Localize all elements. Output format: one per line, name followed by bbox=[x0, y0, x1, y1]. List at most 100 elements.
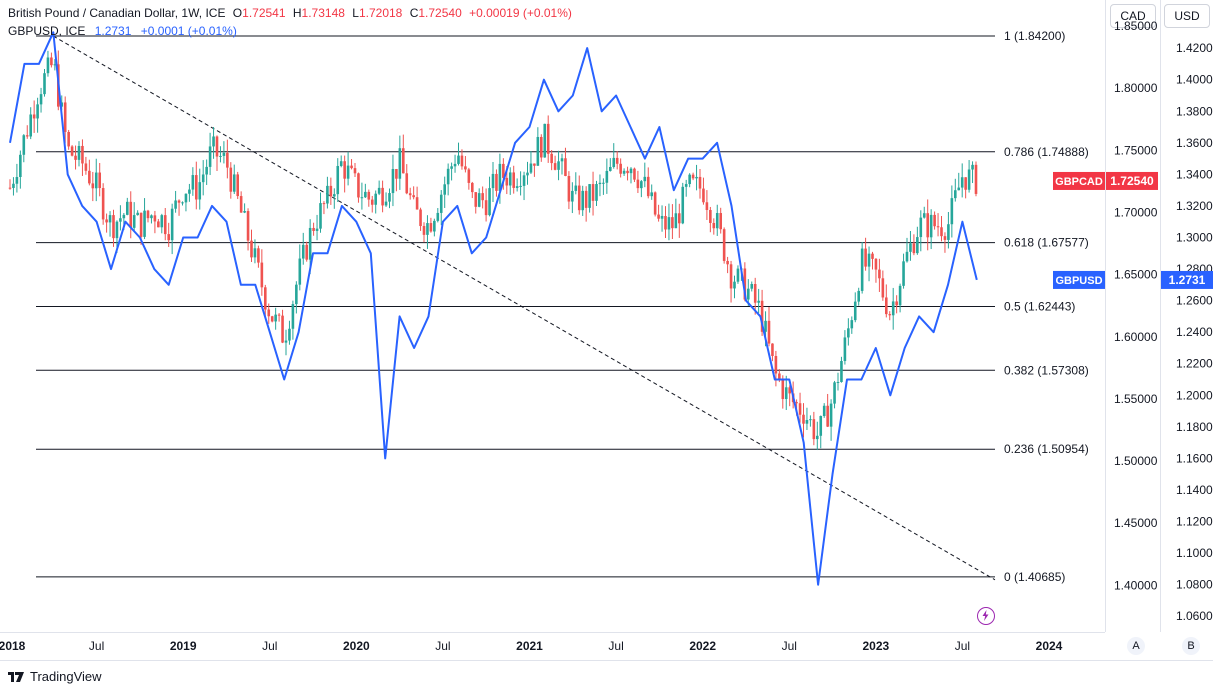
candle-body bbox=[253, 248, 257, 258]
candle-body bbox=[809, 419, 812, 421]
candle-body bbox=[847, 328, 850, 338]
candle-body bbox=[498, 163, 502, 191]
candle-body bbox=[695, 176, 698, 179]
candle-body bbox=[950, 198, 954, 225]
candle-body bbox=[947, 224, 950, 240]
candle-body bbox=[88, 170, 91, 184]
cad-tick-label: 1.85000 bbox=[1114, 19, 1158, 33]
time-axis-svg: 2018 Jul 2019 Jul 2020 Jul 2021 Jul 2022 Jul 2023 J… bbox=[0, 639, 1063, 653]
legend-high: 1.73148 bbox=[301, 6, 345, 20]
candle-body bbox=[67, 131, 70, 147]
scale-b-button[interactable]: B bbox=[1182, 637, 1200, 655]
lightning-icon[interactable] bbox=[977, 607, 995, 625]
candle-body bbox=[122, 214, 126, 219]
candle-body bbox=[436, 212, 440, 221]
candle-body bbox=[757, 300, 760, 303]
candle-body bbox=[477, 193, 481, 207]
candle-body bbox=[22, 135, 26, 155]
candle-body bbox=[205, 166, 208, 175]
candle-body bbox=[681, 186, 685, 224]
usd-tick-label: 1.3000 bbox=[1176, 230, 1213, 244]
candle-body bbox=[98, 172, 101, 189]
candle-body bbox=[550, 153, 553, 164]
candle-body bbox=[729, 264, 733, 289]
candle-body bbox=[15, 176, 19, 184]
candle-body bbox=[664, 215, 667, 230]
legend-symbol-title: British Pound / Canadian Dollar, 1W, ICE bbox=[8, 6, 226, 20]
candle-body bbox=[215, 136, 219, 157]
candle-body bbox=[709, 209, 712, 223]
chart-area[interactable]: 1 (1.84200) 0.786 (1.74888) 0.618 (1.67577… bbox=[0, 0, 1105, 632]
candle-body bbox=[971, 164, 974, 170]
candle-body bbox=[936, 226, 940, 228]
candle-body bbox=[377, 187, 381, 194]
candle-body bbox=[177, 200, 181, 203]
candle-body bbox=[346, 165, 350, 179]
candle-body bbox=[29, 114, 32, 137]
candle-body bbox=[764, 320, 767, 332]
candle-body bbox=[226, 152, 229, 168]
candle-body bbox=[891, 301, 895, 316]
candle-body bbox=[715, 213, 719, 229]
brand[interactable]: TradingView bbox=[8, 669, 102, 684]
candle-body bbox=[374, 193, 377, 205]
candle-body bbox=[591, 184, 595, 201]
candle-body bbox=[671, 217, 674, 229]
candle-body bbox=[412, 195, 415, 198]
candle-body bbox=[898, 285, 902, 306]
candle-body bbox=[491, 173, 495, 189]
candle-body bbox=[643, 176, 647, 182]
candle-body bbox=[60, 102, 64, 107]
candle-body bbox=[626, 170, 629, 174]
candle-body bbox=[460, 155, 464, 167]
candle-body bbox=[574, 185, 578, 191]
candle-body bbox=[94, 172, 98, 189]
candle-body bbox=[422, 226, 426, 235]
legend-c-label: C bbox=[409, 6, 419, 20]
candle-body bbox=[36, 104, 39, 119]
candle-body bbox=[305, 244, 308, 260]
candle-body bbox=[63, 102, 67, 132]
candle-body bbox=[291, 304, 295, 329]
usd-tick-label: 1.4200 bbox=[1176, 41, 1213, 55]
candle-body bbox=[167, 234, 170, 241]
candle-body bbox=[567, 175, 571, 202]
usd-scale-button[interactable]: USD bbox=[1164, 4, 1210, 28]
candle-body bbox=[974, 164, 978, 194]
price-scale-cad[interactable]: CAD 1.85000 1.80000 1.75000 1.70000 1.65000 1… bbox=[1105, 0, 1160, 632]
time-tick-label: 2018 bbox=[0, 639, 26, 653]
candle-body bbox=[353, 168, 357, 174]
candle-body bbox=[826, 405, 829, 427]
candle-body bbox=[805, 420, 809, 424]
candle-body bbox=[146, 210, 150, 219]
candle-body bbox=[384, 201, 388, 206]
price-scale-usd[interactable]: USD 1.4200 1.4000 1.3800 1.3600 1.3400 1.3200… bbox=[1160, 0, 1213, 632]
chart-svg[interactable]: 1 (1.84200) 0.786 (1.74888) 0.618 (1.67577… bbox=[0, 0, 1105, 632]
candle-body bbox=[336, 165, 340, 195]
candle-body bbox=[646, 176, 650, 197]
candle-body bbox=[833, 382, 836, 404]
candle-body bbox=[753, 284, 757, 303]
usd-tick-label: 1.2200 bbox=[1176, 357, 1213, 371]
cad-scale-button[interactable]: CAD bbox=[1110, 4, 1156, 28]
candle-body bbox=[829, 403, 833, 427]
candle-body bbox=[274, 314, 277, 322]
candle-body bbox=[629, 168, 633, 174]
candle-body bbox=[188, 189, 191, 194]
candle-body bbox=[250, 240, 253, 258]
candle-body bbox=[236, 174, 239, 197]
candle-body bbox=[933, 214, 936, 227]
auto-scale-button[interactable]: A bbox=[1127, 637, 1145, 655]
time-axis[interactable]: 2018 Jul 2019 Jul 2020 Jul 2021 Jul 2022 Jul 2023 J… bbox=[0, 632, 1105, 659]
candle-body bbox=[19, 154, 22, 177]
candle-body bbox=[874, 258, 878, 270]
legend-change: +0.00019 (+0.01%) bbox=[469, 6, 572, 20]
candle-body bbox=[264, 287, 267, 310]
candle-body bbox=[153, 215, 157, 222]
usd-tick-label: 1.1000 bbox=[1176, 546, 1213, 560]
candle-body bbox=[698, 176, 702, 189]
candle-body bbox=[208, 146, 212, 167]
candle-body bbox=[77, 145, 81, 160]
candle-body bbox=[239, 196, 243, 213]
candle-body bbox=[871, 253, 874, 259]
